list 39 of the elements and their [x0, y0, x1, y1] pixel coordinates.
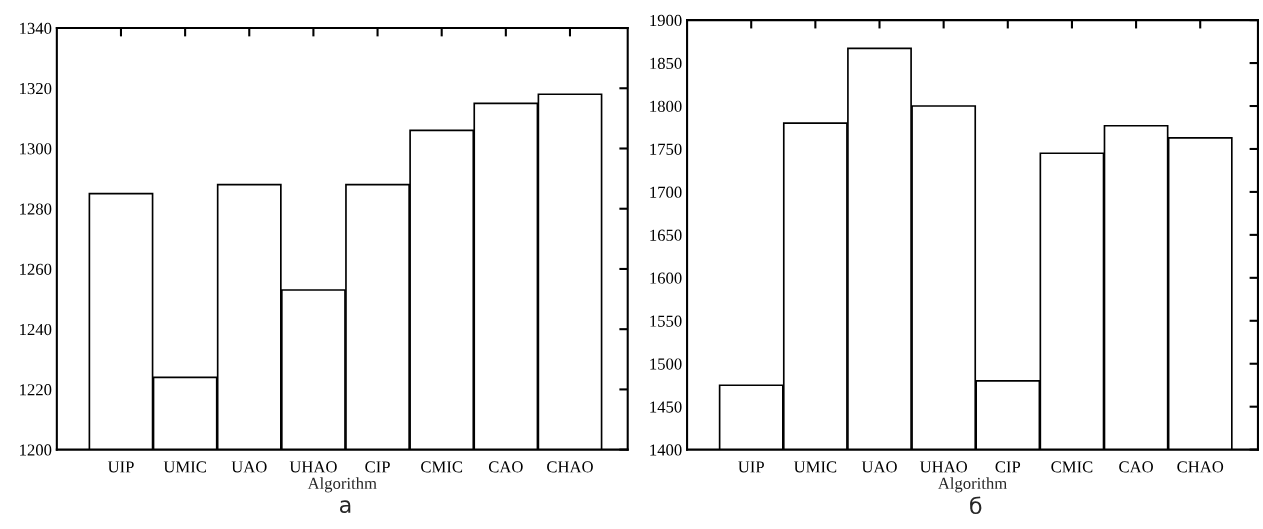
y-tick-label: 1850 — [650, 57, 682, 69]
x-tick-label: CMIC — [1051, 461, 1093, 473]
x-tick-label: CAO — [488, 461, 523, 473]
y-tick-label: 1600 — [650, 272, 682, 284]
y-tick-label: 1800 — [650, 100, 682, 112]
y-tick-label: 1400 — [650, 444, 682, 456]
x-tick-label: CHAO — [1177, 461, 1224, 473]
y-tick-label: 1240 — [20, 323, 52, 336]
x-tick-label: CIP — [995, 461, 1021, 473]
x-tick-label: UHAO — [289, 461, 337, 473]
x-axis-title: Algorithm — [307, 477, 377, 493]
y-tick-label: 1450 — [650, 401, 682, 413]
x-tick-label: CHAO — [547, 461, 593, 473]
x-tick-label: UIP — [738, 461, 764, 473]
y-tick-label: 1340 — [20, 22, 52, 34]
text: а — [340, 500, 351, 514]
y-tick-label: 1550 — [650, 315, 682, 327]
x-tick-label: CMIC — [421, 461, 463, 473]
x-tick-label: CAO — [1119, 461, 1153, 473]
text: б — [970, 496, 982, 515]
y-tick-label: 1280 — [20, 203, 52, 215]
y-tick-label: 1320 — [20, 82, 52, 95]
x-tick-label: CIP — [365, 461, 390, 473]
y-tick-label: 1220 — [20, 384, 52, 396]
x-tick-label: UAO — [231, 461, 267, 473]
x-axis-title: Algorithm — [937, 477, 1007, 493]
x-tick-label: UAO — [861, 461, 897, 473]
x-tick-label: UMIC — [793, 461, 837, 473]
y-tick-label: 1700 — [650, 186, 682, 198]
y-tick-label: 1260 — [20, 263, 52, 275]
y-tick-label: 1650 — [650, 229, 682, 241]
x-tick-label: UIP — [107, 461, 134, 473]
x-tick-label: UMIC — [163, 461, 206, 473]
y-tick-label: 1500 — [650, 358, 682, 370]
x-tick-label: UHAO — [919, 461, 968, 473]
y-tick-label: 1300 — [20, 143, 52, 155]
y-tick-label: 1750 — [650, 143, 682, 155]
y-tick-label: 1900 — [650, 14, 682, 27]
y-tick-label: 1200 — [20, 444, 52, 456]
